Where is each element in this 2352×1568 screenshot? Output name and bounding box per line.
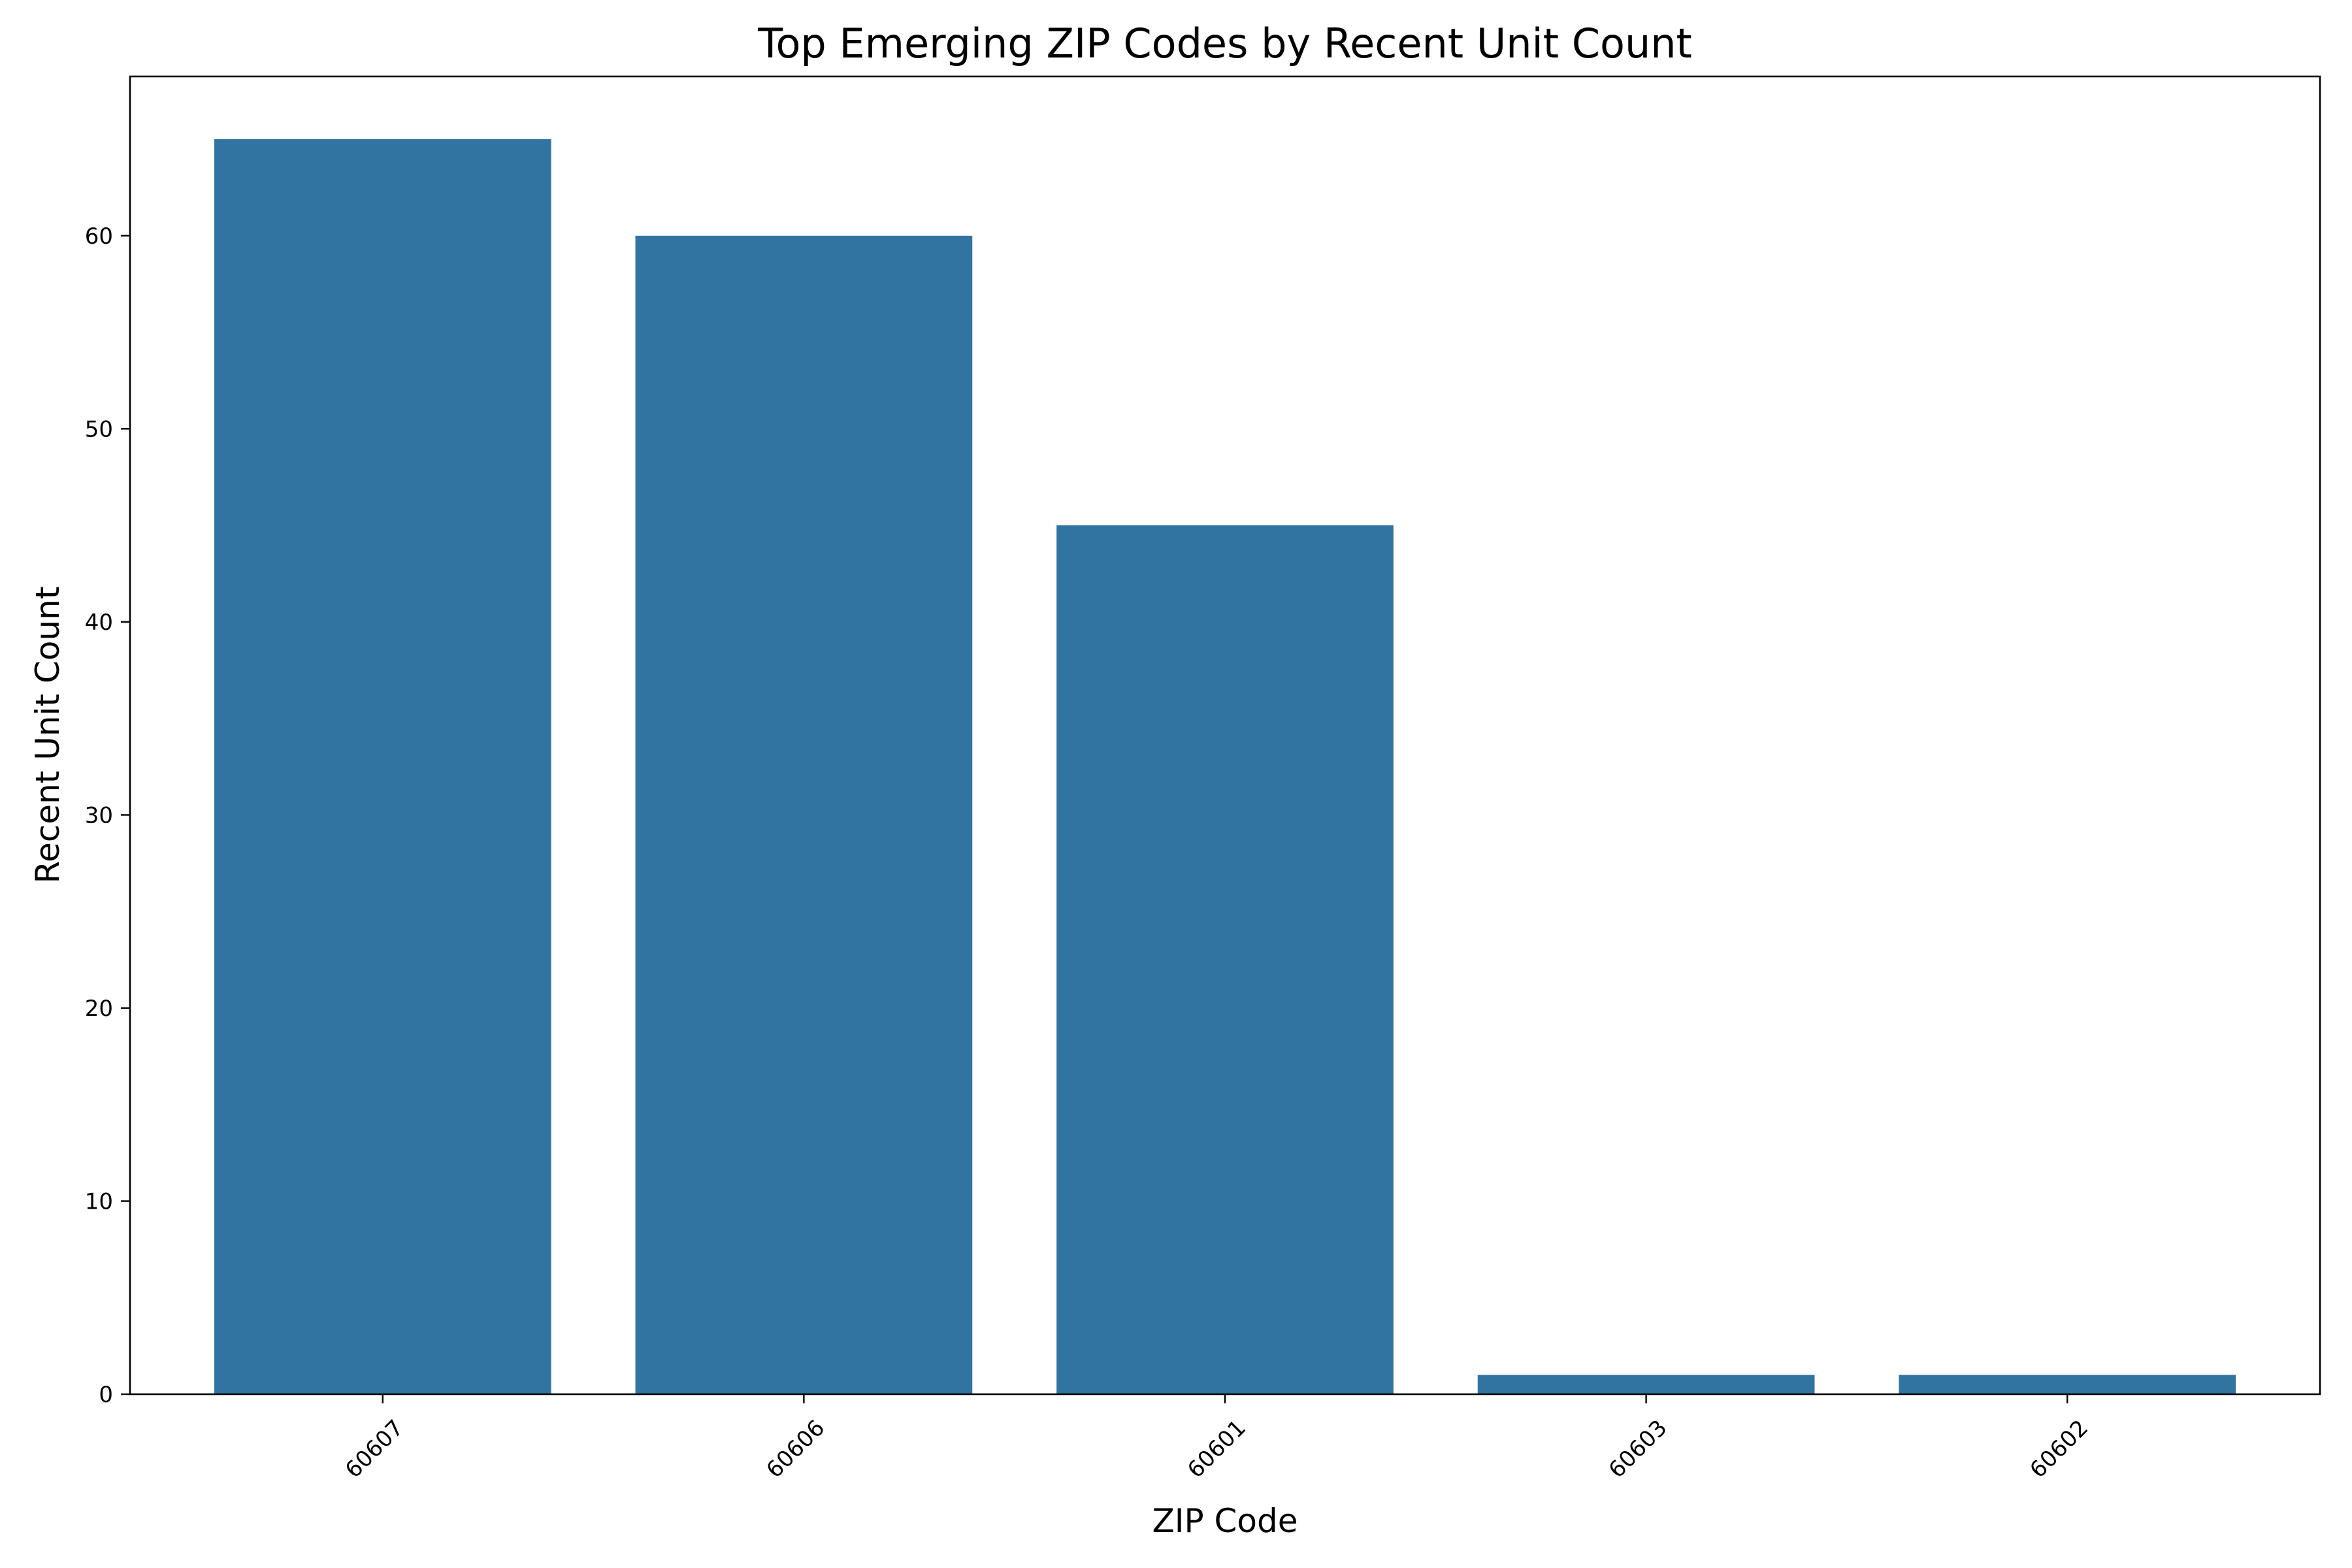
- plot-frame: [129, 75, 2321, 1396]
- y-tick-label: 10: [85, 1188, 113, 1215]
- x-tick-label-60602: 60602: [2025, 1415, 2093, 1484]
- x-tick-label-60606: 60606: [762, 1415, 830, 1484]
- y-tick-label: 20: [85, 996, 113, 1022]
- y-tick-label: 50: [85, 416, 113, 442]
- bars-layer: [214, 139, 2236, 1395]
- bar-60606: [635, 235, 973, 1394]
- x-tick-label-60607: 60607: [340, 1415, 409, 1484]
- y-axis-label: Recent Unit Count: [29, 587, 67, 884]
- bar-60603: [1477, 1375, 1815, 1394]
- bar-60607: [214, 139, 551, 1395]
- chart-title: Top Emerging ZIP Codes by Recent Unit Co…: [757, 20, 1692, 67]
- y-tick-label: 60: [85, 223, 113, 250]
- x-axis-ticks: 60607 60606 60601 60603 60602: [340, 1394, 2093, 1483]
- bar-60601: [1056, 525, 1394, 1394]
- x-tick-label-60603: 60603: [1604, 1415, 1673, 1484]
- y-tick-label: 30: [85, 802, 113, 828]
- bar-60602: [1899, 1375, 2236, 1394]
- y-tick-label: 40: [85, 610, 113, 636]
- x-tick-label-60601: 60601: [1183, 1415, 1251, 1484]
- x-axis-label: ZIP Code: [1152, 1502, 1298, 1540]
- y-tick-label: 0: [99, 1382, 113, 1408]
- y-axis-ticks: 0 10 20 30 40 50 60: [85, 223, 130, 1408]
